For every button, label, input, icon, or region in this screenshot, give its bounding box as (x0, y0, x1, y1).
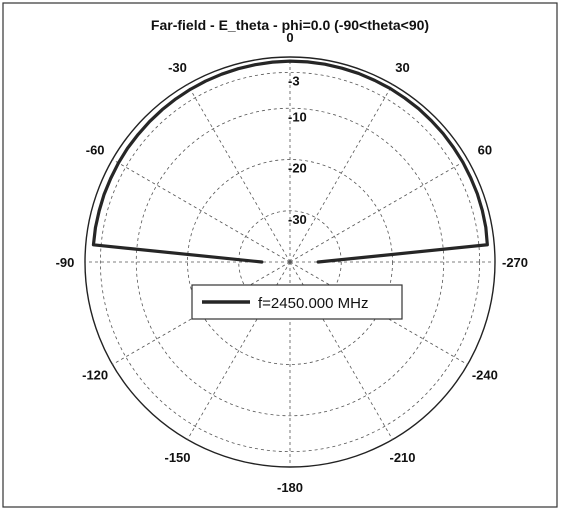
radial-tick-label: -20 (288, 161, 307, 176)
grid-spoke-2 (289, 159, 468, 263)
radial-tick-label: -10 (288, 109, 307, 124)
radial-tick-label: -3 (288, 73, 300, 88)
grid-spoke-7 (187, 261, 291, 440)
radial-tick-label: -30 (288, 212, 307, 227)
angle-tick-label: 30 (395, 60, 409, 75)
series-layer (91, 59, 489, 264)
angle-tick-label: -60 (86, 143, 105, 158)
radial-tick-labels: -3 -10 -20 -30 (288, 73, 307, 226)
angle-tick-labels: 0 30 60 -270 -240 -210 -180 -150 -120 -90 -60 -30 (56, 30, 528, 495)
grid-spokes (85, 57, 495, 467)
chart-title: Far-field - E_theta - phi=0.0 (-90<theta… (151, 17, 429, 33)
grid-spoke-11 (187, 84, 291, 263)
angle-tick-label: -210 (389, 450, 415, 465)
angle-tick-label: -90 (56, 255, 75, 270)
angle-tick-label: -30 (168, 60, 187, 75)
angle-tick-label: -120 (82, 368, 108, 383)
grid-spoke-10 (112, 159, 291, 263)
angle-tick-label: 60 (478, 143, 492, 158)
angle-tick-label: -150 (164, 450, 190, 465)
plot-frame (2, 2, 558, 508)
grid-spoke-5 (289, 261, 393, 440)
grid-ring-m10 (135, 107, 445, 417)
angle-tick-label: -270 (502, 255, 528, 270)
legend: f=2450.000 MHz (191, 284, 403, 320)
angle-tick-label: -240 (472, 368, 498, 383)
legend-label: f=2450.000 MHz (258, 295, 369, 312)
angle-tick-label: -180 (277, 480, 303, 495)
grid-spoke-1 (289, 84, 393, 263)
series-line-0 (91, 59, 489, 264)
grid-ring-m3 (99, 71, 481, 453)
angle-tick-label: 0 (286, 30, 293, 45)
